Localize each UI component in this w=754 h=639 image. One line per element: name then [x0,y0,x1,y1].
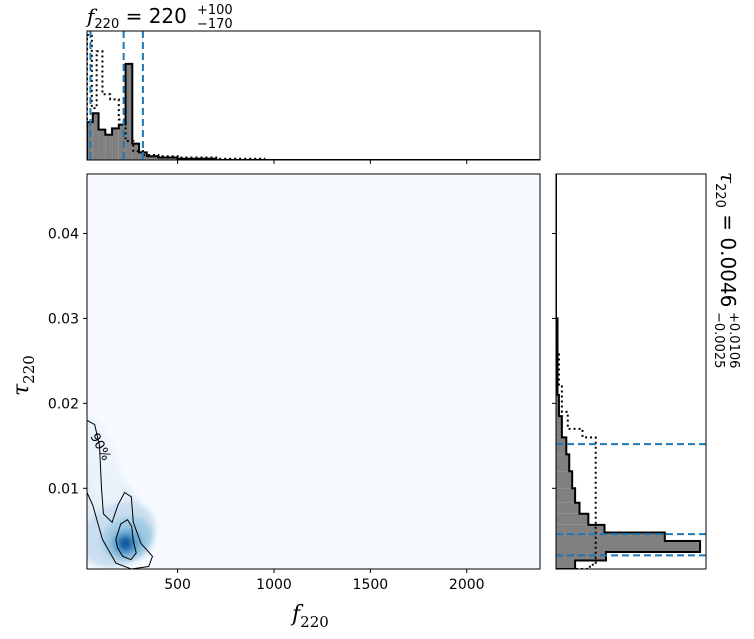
f220-posterior-bar-2 [98,129,106,160]
tau220-posterior-bar-10 [556,437,567,455]
tau220-posterior-bar-4 [556,524,605,533]
heatmap-density-blob-1 [87,417,125,525]
x-axis-label-sub: 220 [300,613,329,631]
tau220-title-eq: = 0.0046 [716,208,740,307]
tau220-posterior-bar-5 [556,513,589,525]
f220-marginal-panel: f220 = 220 +100 −170 [85,3,541,164]
right-panel-frame [555,173,707,570]
f220-posterior-bar-3 [105,134,113,160]
tau220-posterior-bar-12 [556,394,559,417]
heatmap-background [87,174,540,569]
f220-prior-outline [87,33,540,160]
f220-title-sup: +100 [197,3,233,18]
tau220-posterior-bar-8 [556,471,573,489]
main-ytick-label-2: 0.03 [48,311,79,327]
main-xtick-label-1: 1000 [256,577,292,593]
main-ytick-label-1: 0.02 [48,396,79,412]
tau220-posterior-bar-6 [556,502,580,514]
f220-posterior-bar-9 [146,156,159,160]
main-panel-ticks: 500 1000 1500 2000 0.01 0.02 0.03 0.04 [48,226,485,593]
f220-posterior-outline [87,62,540,160]
main-panel-frame [86,173,541,570]
f220-posterior-bar-7 [132,143,140,160]
tau220-title-sub: 220 [712,183,727,208]
tau220-marginal-panel: τ220 = 0.0046 +0.0106 −0.0025 [552,172,741,570]
right-panel-ticks [552,232,556,489]
tau220-title-sup: +0.0106 [726,312,741,368]
tau220-posterior-bar-2 [556,540,701,553]
f220-posterior-bar-5 [118,124,126,160]
tau220-posterior-bar-3 [556,532,665,541]
f220-title: f220 = 220 [85,4,187,32]
f220-title-sub: 220 [94,17,119,32]
f220-posterior-bar-10 [158,157,178,160]
contour-90-line [87,419,154,569]
main-xtick-label-3: 2000 [449,577,485,593]
f220-posterior-bar-1 [92,113,99,160]
tau220-posterior-outline [556,174,702,569]
main-xtick-label-2: 1500 [353,577,389,593]
main-ytick-label-3: 0.04 [48,226,79,242]
tau220-posterior-bar-7 [556,488,576,503]
tau220-title: τ220 = 0.0046 +0.0106 −0.0025 [711,172,741,368]
f220-title-eq: = 220 [119,4,187,28]
x-axis-label: f220 [290,602,329,631]
f220-posterior-bar-4 [112,128,119,160]
main-ytick-label-0: 0.01 [48,481,79,497]
f220-posterior-bar-6 [125,63,133,160]
f220-histogram [87,31,540,160]
tau220-posterior-bar-9 [556,454,570,472]
tau220-title-text: τ220 = 0.0046 [712,172,740,307]
tau220-histogram [556,174,706,569]
contour-50-line [115,519,137,561]
tau220-title-var: τ [716,172,740,184]
tau220-posterior-bar-11 [556,416,562,438]
tau220-prior-outline [556,174,597,569]
top-panel-ticks [177,160,468,164]
y-axis-label-sub: 220 [20,355,38,384]
top-panel-frame [86,30,541,161]
y-axis-label: τ220 [9,355,38,396]
y-axis-label-var: τ [9,383,34,396]
tau220-title-inf: −0.0025 [711,312,726,368]
f220-title-inf: −170 [197,17,233,32]
tau220-posterior-bar-0 [556,560,576,569]
main-xtick-label-0: 500 [164,577,191,593]
heatmap-density-blob-6 [120,538,131,549]
